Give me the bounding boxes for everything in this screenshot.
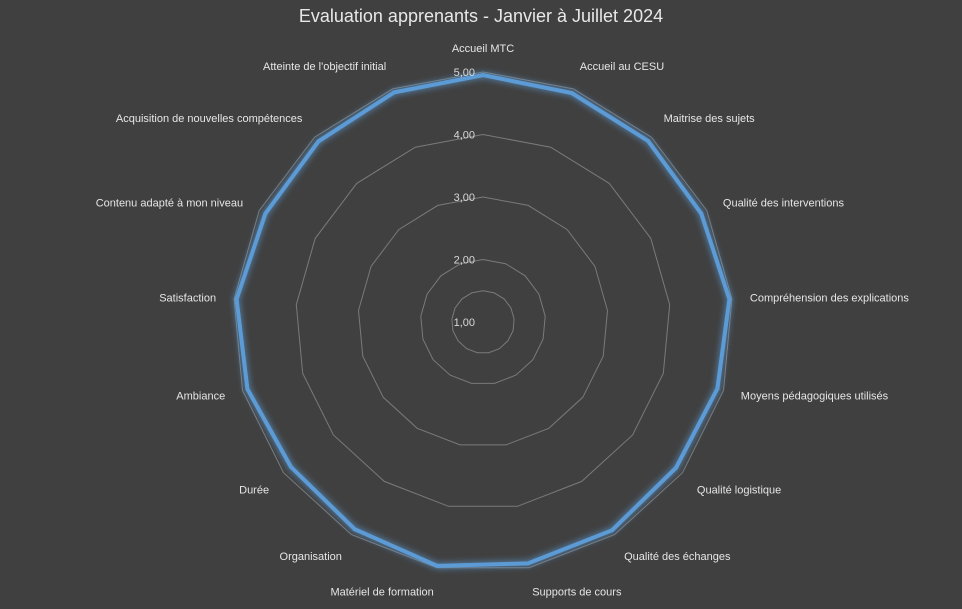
category-label: Maitrise des sujets (664, 113, 756, 125)
category-label: Qualité des échanges (624, 551, 731, 563)
category-label: Accueil MTC (452, 43, 514, 55)
category-label: Qualité des interventions (723, 198, 845, 210)
data-point (699, 211, 704, 216)
grid-ring (233, 71, 733, 569)
data-point (316, 139, 321, 144)
category-label: Atteinte de l'objectif initial (263, 61, 386, 73)
data-point (435, 563, 440, 568)
data-point (392, 90, 396, 95)
data-point (352, 527, 357, 532)
data-point (727, 297, 732, 302)
data-point (263, 211, 268, 216)
chart-title: Evaluation apprenants - Janvier à Juille… (298, 6, 664, 26)
grid-ring (420, 258, 546, 384)
grid-ring (295, 133, 671, 507)
radial-tick-label: 2,00 (454, 255, 475, 267)
category-label: Ambiance (176, 390, 225, 402)
data-point (526, 561, 531, 566)
data-point (289, 465, 293, 469)
data-point (245, 387, 250, 391)
category-label: Contenu adapté à mon niveau (96, 198, 243, 210)
radar-series (234, 73, 732, 568)
grid-ring (357, 196, 609, 446)
category-label: Accueil au CESU (580, 61, 664, 73)
category-label: Satisfaction (159, 292, 216, 304)
radar-axis-labels: Accueil MTC Accueil au CESU Maitrise des s… (96, 43, 910, 598)
data-point (569, 91, 574, 95)
data-point (646, 138, 651, 143)
radial-tick-label: 5,00 (454, 67, 475, 79)
radial-tick-label: 4,00 (454, 130, 475, 142)
radial-tick-label: 1,00 (454, 317, 475, 329)
category-label: Qualité logistique (697, 485, 781, 497)
data-point (715, 386, 720, 391)
data-point (234, 297, 239, 302)
category-label: Organisation (280, 551, 342, 563)
data-point (610, 528, 614, 533)
radar-grid (233, 71, 733, 569)
category-label: Durée (239, 485, 269, 497)
category-label: Acquisition de nouvelles compétences (116, 113, 303, 125)
radial-tick-label: 3,00 (454, 192, 475, 204)
series-line (234, 73, 732, 568)
data-point (481, 73, 485, 78)
category-label: Supports de cours (532, 586, 622, 598)
grid-ring (451, 290, 515, 354)
category-label: Moyens pédagogiques utilisés (741, 390, 889, 402)
radar-tick-labels: 1,00 2,00 3,00 4,00 5,00 (454, 67, 475, 329)
category-label: Matériel de formation (330, 586, 433, 598)
data-point (674, 465, 678, 470)
category-label: Compréhension des explications (750, 292, 909, 304)
